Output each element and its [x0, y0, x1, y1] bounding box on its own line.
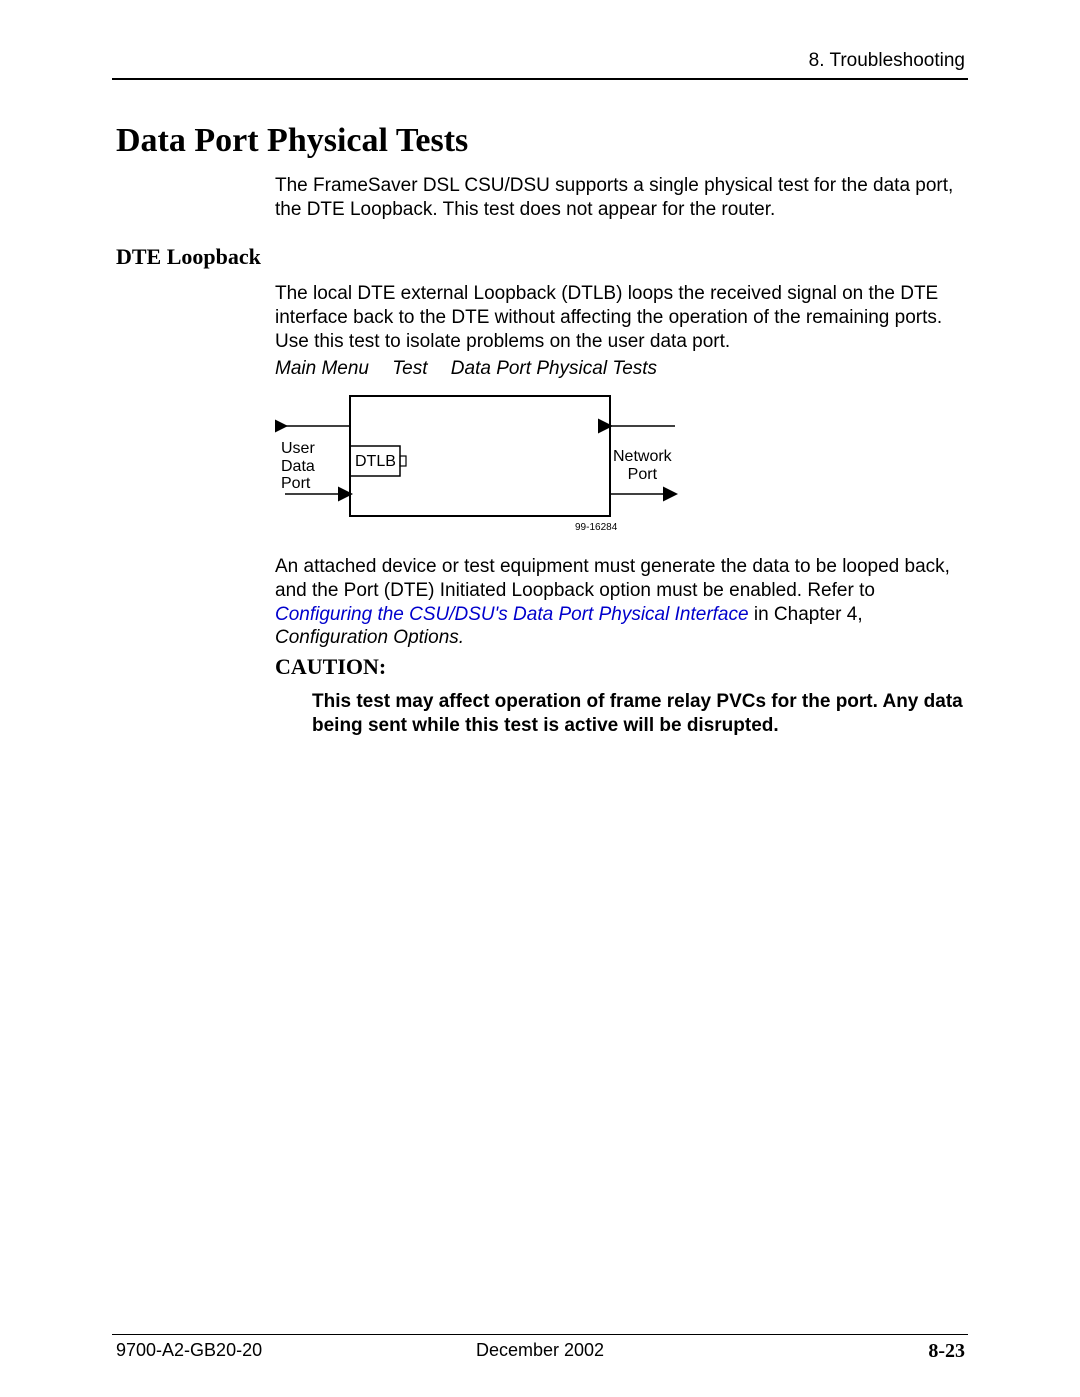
body-paragraph-1: The local DTE external Loopback (DTLB) l…: [275, 282, 965, 353]
footer-rule: [112, 1334, 968, 1335]
footer-date: December 2002: [0, 1340, 1080, 1361]
chapter-label: 8. Troubleshooting: [809, 50, 965, 72]
diagram-left-data: Data: [281, 458, 315, 476]
body2-b: in Chapter 4,: [749, 604, 863, 625]
body2-link[interactable]: Configuring the CSU/DSU's Data Port Phys…: [275, 604, 749, 625]
header-rule: [112, 78, 968, 80]
section-heading: DTE Loopback: [116, 244, 261, 270]
intro-paragraph: The FrameSaver DSL CSU/DSU supports a si…: [275, 174, 965, 222]
body2-a: An attached device or test equipment mus…: [275, 556, 950, 601]
caution-label: CAUTION:: [275, 654, 386, 680]
diagram-right-network: Network: [613, 448, 672, 466]
footer-pageno: 8-23: [928, 1340, 965, 1363]
body-paragraph-2: An attached device or test equipment mus…: [275, 555, 965, 650]
menu-test: Test: [392, 358, 427, 379]
diagram-left-user: User: [281, 440, 315, 458]
diagram-figid: 99-16284: [575, 522, 617, 533]
caution-body: This test may affect operation of frame …: [312, 690, 965, 738]
diagram-dtlb: DTLB: [355, 453, 396, 471]
menu-main: Main Menu: [275, 358, 369, 379]
menu-path: Main Menu Test Data Port Physical Tests: [275, 358, 675, 380]
diagram-right-port: Port: [613, 466, 672, 484]
diagram-left-port: Port: [281, 475, 315, 493]
menu-dataport: Data Port Physical Tests: [451, 358, 657, 379]
document-page: 8. Troubleshooting Data Port Physical Te…: [0, 0, 1080, 1397]
body2-c: Configuration Options.: [275, 627, 464, 648]
dtlb-diagram: User Data Port DTLB Network Port 99-1628…: [275, 386, 695, 546]
page-title: Data Port Physical Tests: [116, 122, 468, 160]
